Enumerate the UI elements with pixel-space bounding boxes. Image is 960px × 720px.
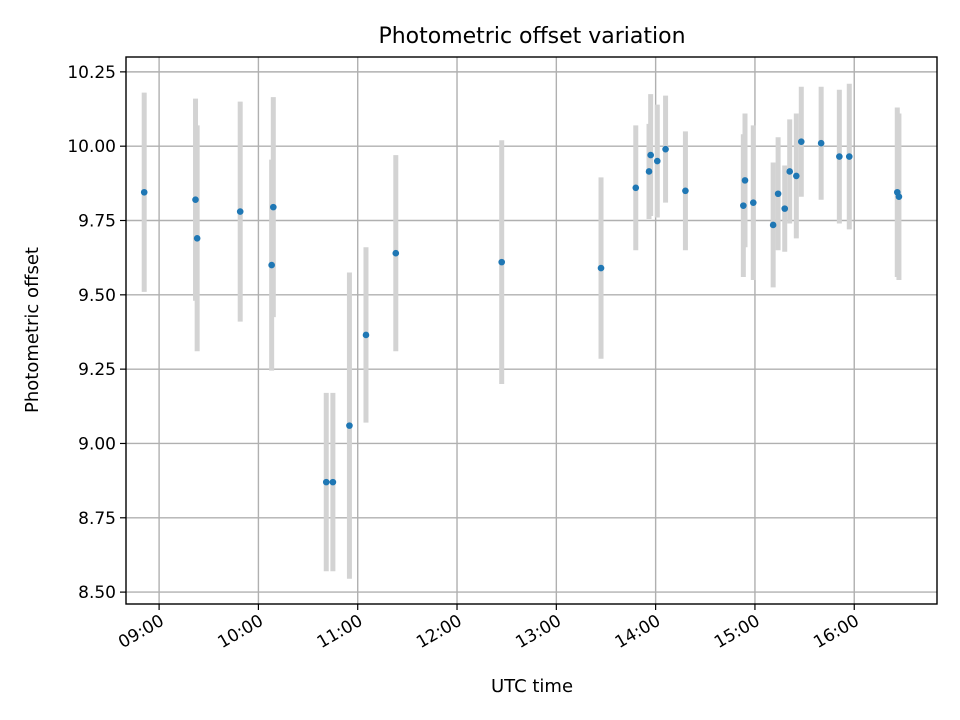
x-tick-label: 11:00 xyxy=(314,611,366,653)
data-point xyxy=(346,422,353,429)
data-point xyxy=(836,153,843,160)
data-point xyxy=(817,139,825,147)
data-point xyxy=(362,331,370,339)
data-point xyxy=(632,184,640,192)
data-point xyxy=(645,168,653,175)
y-axis-label: Photometric offset xyxy=(22,247,43,413)
y-tick-label: 10.25 xyxy=(67,63,116,83)
data-point xyxy=(236,208,244,215)
data-point xyxy=(749,199,757,206)
y-tick-label: 9.50 xyxy=(78,286,116,306)
data-point xyxy=(774,190,782,198)
data-point xyxy=(653,157,661,165)
data-point xyxy=(268,261,275,269)
data-point xyxy=(781,205,789,212)
data-point xyxy=(270,203,277,211)
data-point xyxy=(392,249,400,257)
data-points xyxy=(140,138,903,486)
data-point xyxy=(741,177,749,184)
x-tick-label: 14:00 xyxy=(612,611,664,653)
data-point xyxy=(662,145,669,153)
x-tick-label: 16:00 xyxy=(810,611,862,653)
y-axis-ticks: 8.50 8.75 9.00 9.25 9.50 9.75 10.00 10.25 xyxy=(67,63,126,603)
x-axis-ticks: 09:00 10:00 11:00 12:00 13:00 14:00 15:00 16:00 xyxy=(115,604,863,653)
data-point xyxy=(140,188,148,196)
data-point xyxy=(329,478,337,486)
chart-title: Photometric offset variation xyxy=(378,24,685,49)
data-point xyxy=(322,478,330,486)
x-tick-label: 09:00 xyxy=(115,611,167,653)
data-point xyxy=(597,264,605,272)
y-tick-label: 9.25 xyxy=(78,360,116,380)
x-axis-label: UTC time xyxy=(491,676,573,697)
data-point xyxy=(192,196,199,203)
data-point xyxy=(793,172,800,180)
x-tick-label: 10:00 xyxy=(214,611,266,653)
x-tick-label: 13:00 xyxy=(512,611,564,653)
data-point xyxy=(498,258,506,266)
data-point xyxy=(797,138,805,146)
y-tick-label: 9.00 xyxy=(78,434,116,454)
errorbars xyxy=(141,83,902,579)
y-tick-label: 9.75 xyxy=(78,212,116,232)
y-tick-label: 10.00 xyxy=(67,137,116,157)
data-point xyxy=(786,168,793,175)
x-tick-label: 15:00 xyxy=(711,611,763,653)
y-tick-label: 8.75 xyxy=(78,509,116,529)
x-tick-label: 12:00 xyxy=(413,611,465,653)
plot-frame xyxy=(125,56,938,605)
grid xyxy=(126,57,937,604)
y-tick-label: 8.50 xyxy=(78,583,116,603)
data-point xyxy=(682,187,689,195)
data-point xyxy=(193,235,201,242)
data-point xyxy=(769,221,777,229)
data-point xyxy=(647,151,654,159)
data-point xyxy=(845,153,853,160)
data-point xyxy=(895,193,903,201)
data-point xyxy=(740,202,747,209)
